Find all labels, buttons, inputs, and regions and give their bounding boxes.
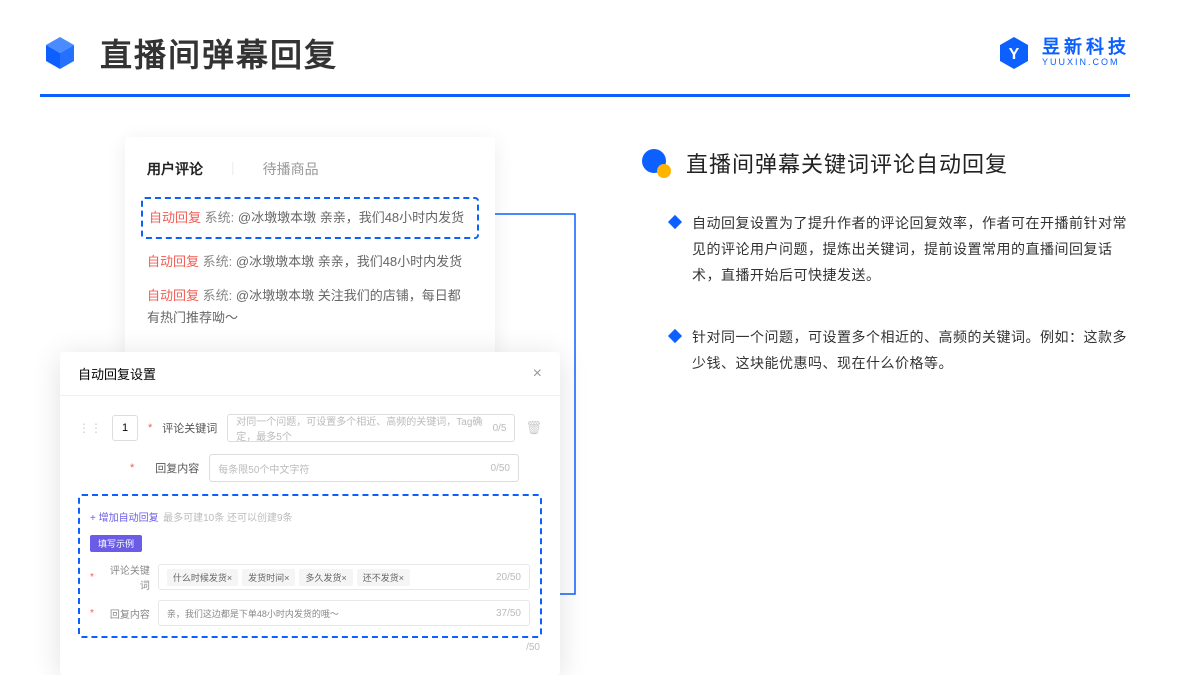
keyword-input[interactable]: 对同一个问题，可设置多个相近、高频的关键词，Tag确定，最多5个 0/5 — [227, 414, 515, 442]
ex-content-input[interactable]: 亲，我们这边都是下单48小时内发货的哦～ 37/50 — [158, 600, 530, 626]
ex-content-label: 回复内容 — [102, 606, 150, 621]
required-dot: * — [130, 462, 134, 474]
bullet-item: 针对同一个问题，可设置多个相近的、高频的关键词。例如：这款多少钱、这块能优惠吗、… — [640, 325, 1130, 377]
counter: 0/5 — [493, 423, 507, 434]
drag-icon[interactable]: ⋮⋮ — [78, 421, 102, 435]
auto-reply-tag: 自动回复 — [149, 210, 201, 225]
sys-label: 系统: — [205, 210, 235, 225]
highlighted-comment: 自动回复 系统: @冰墩墩本墩 亲亲，我们48小时内发货 — [141, 197, 479, 239]
keyword-row: ⋮⋮ 1 * 评论关键词 对同一个问题，可设置多个相近、高频的关键词，Tag确定… — [78, 414, 542, 442]
comment-row: 自动回复 系统: @冰墩墩本墩 亲亲，我们48小时内发货 — [147, 251, 473, 273]
comment-row: 自动回复 系统: @冰墩墩本墩 关注我们的店铺，每日都有热门推荐呦～ — [147, 285, 473, 329]
left-panel: 用户评论 | 待播商品 自动回复 系统: @冰墩墩本墩 亲亲，我们48小时内发货… — [60, 137, 560, 617]
content-row: * 回复内容 每条限50个中文字符 0/50 — [78, 454, 542, 482]
example-keyword-row: * 评论关键词 什么时候发货×发货时间×多久发货× 还不发货× 20/50 — [90, 562, 530, 592]
comment-text: @冰墩墩本墩 亲亲，我们48小时内发货 — [238, 210, 464, 225]
example-content-row: * 回复内容 亲，我们这边都是下单48小时内发货的哦～ 37/50 — [90, 600, 530, 626]
comment-row: 自动回复 系统: @冰墩墩本墩 亲亲，我们48小时内发货 — [149, 207, 471, 229]
settings-title: 自动回复设置 — [78, 364, 156, 383]
settings-header: 自动回复设置 × — [60, 352, 560, 396]
sys-label: 系统: — [203, 288, 233, 303]
counter: 37/50 — [496, 608, 521, 619]
bullet-item: 自动回复设置为了提升作者的评论回复效率，作者可在开播前针对常见的评论用户问题，提… — [640, 211, 1130, 289]
sys-label: 系统: — [203, 254, 233, 269]
keyword-tag[interactable]: 还不发货× — [357, 569, 410, 586]
auto-reply-tag: 自动回复 — [147, 254, 199, 269]
required-dot: * — [90, 572, 94, 583]
settings-card: 自动回复设置 × ⋮⋮ 1 * 评论关键词 对同一个问题，可设置多个相近、高频的… — [60, 352, 560, 675]
tab-products[interactable]: 待播商品 — [263, 159, 319, 179]
brand-cn: 昱新科技 — [1042, 38, 1130, 56]
tabs: 用户评论 | 待播商品 — [147, 159, 473, 179]
placeholder: 每条限50个中文字符 — [218, 461, 309, 476]
settings-body: ⋮⋮ 1 * 评论关键词 对同一个问题，可设置多个相近、高频的关键词，Tag确定… — [60, 396, 560, 675]
bubble-icon — [640, 147, 672, 179]
trash-icon[interactable]: 🗑 — [525, 420, 542, 436]
bullet-text: 针对同一个问题，可设置多个相近的、高频的关键词。例如：这款多少钱、这块能优惠吗、… — [692, 325, 1130, 377]
tab-comments[interactable]: 用户评论 — [147, 159, 203, 179]
auto-reply-tag: 自动回复 — [147, 288, 199, 303]
cube-icon — [40, 33, 80, 73]
brand-en: YUUXIN.COM — [1042, 56, 1130, 69]
brand-text: 昱新科技 YUUXIN.COM — [1042, 38, 1130, 69]
right-heading: 直播间弹幕关键词评论自动回复 — [640, 147, 1130, 179]
page-title: 直播间弹幕回复 — [100, 30, 338, 76]
index-box: 1 — [112, 415, 138, 441]
right-title: 直播间弹幕关键词评论自动回复 — [686, 147, 1008, 179]
ex-keyword-label: 评论关键词 — [102, 562, 150, 592]
example-box: + 增加自动回复 最多可建10条 还可以创建9条 填写示例 * 评论关键词 什么… — [78, 494, 542, 638]
content-label: 回复内容 — [144, 460, 199, 476]
example-pill: 填写示例 — [90, 535, 142, 552]
comments-card: 用户评论 | 待播商品 自动回复 系统: @冰墩墩本墩 亲亲，我们48小时内发货… — [125, 137, 495, 359]
keyword-tag[interactable]: 多久发货× — [299, 569, 352, 586]
add-reply-link[interactable]: + 增加自动回复 — [90, 513, 159, 524]
hint-text: 最多可建10条 还可以创建9条 — [163, 513, 292, 524]
counter: 20/50 — [496, 572, 521, 583]
keyword-tag[interactable]: 发货时间× — [242, 569, 295, 586]
diamond-icon — [668, 329, 682, 343]
bullet-text: 自动回复设置为了提升作者的评论回复效率，作者可在开播前针对常见的评论用户问题，提… — [692, 211, 1130, 289]
brand-icon: Y — [996, 35, 1032, 71]
content-input[interactable]: 每条限50个中文字符 0/50 — [209, 454, 519, 482]
required-dot: * — [148, 422, 152, 434]
outer-counter: /50 — [78, 638, 542, 653]
tag-group: 什么时候发货×发货时间×多久发货× 还不发货× — [167, 569, 410, 586]
content: 用户评论 | 待播商品 自动回复 系统: @冰墩墩本墩 亲亲，我们48小时内发货… — [0, 97, 1180, 617]
title-group: 直播间弹幕回复 — [40, 30, 338, 76]
diamond-icon — [668, 215, 682, 229]
placeholder: 对同一个问题，可设置多个相近、高频的关键词，Tag确定，最多5个 — [236, 413, 492, 443]
required-dot: * — [90, 608, 94, 619]
svg-text:Y: Y — [1009, 46, 1020, 63]
header: 直播间弹幕回复 Y 昱新科技 YUUXIN.COM — [0, 0, 1180, 76]
right-panel: 直播间弹幕关键词评论自动回复 自动回复设置为了提升作者的评论回复效率，作者可在开… — [640, 137, 1130, 617]
ex-content-text: 亲，我们这边都是下单48小时内发货的哦～ — [167, 607, 339, 620]
ex-keyword-input[interactable]: 什么时候发货×发货时间×多久发货× 还不发货× 20/50 — [158, 564, 530, 590]
close-icon[interactable]: × — [533, 365, 542, 383]
keyword-tag[interactable]: 什么时候发货× — [167, 569, 238, 586]
comment-text: @冰墩墩本墩 亲亲，我们48小时内发货 — [236, 254, 462, 269]
keyword-label: 评论关键词 — [162, 420, 217, 436]
counter: 0/50 — [491, 463, 510, 474]
brand-logo: Y 昱新科技 YUUXIN.COM — [996, 35, 1130, 71]
